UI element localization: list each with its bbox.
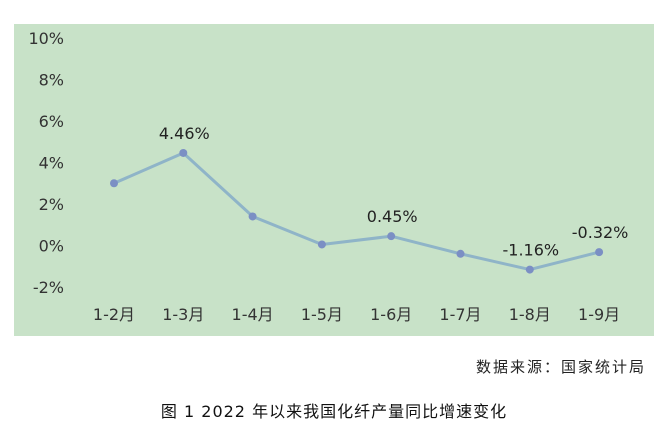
chart-background (14, 24, 654, 336)
data-point (456, 249, 465, 258)
y-tick-label: 8% (39, 71, 64, 90)
data-label: 0.45% (367, 207, 418, 226)
data-point (525, 265, 534, 274)
y-tick-label: 4% (39, 154, 64, 173)
source-note: 数据来源：国家统计局 (475, 358, 646, 376)
data-labels: 4.46% 0.45% -1.16% -0.32% (159, 124, 629, 260)
line-chart: -2% 0% 2% 4% 6% 8% 10% 1-2月 1-3月 1-4月 1-5月 1-6月 1-7… (14, 24, 654, 336)
x-axis: 1-2月 1-3月 1-4月 1-5月 1-6月 1-7月 1-8月 1-9月 (93, 305, 620, 324)
y-tick-label: 0% (39, 237, 64, 256)
figure-caption: 图 1 2022 年以来我国化纤产量同比增速变化 (160, 402, 508, 421)
y-tick-label: 2% (39, 195, 64, 214)
x-tick-label: 1-5月 (301, 305, 343, 324)
x-tick-label: 1-9月 (578, 305, 620, 324)
x-tick-label: 1-2月 (93, 305, 135, 324)
data-point (387, 232, 396, 241)
x-tick-label: 1-4月 (232, 305, 274, 324)
data-point (595, 248, 604, 257)
x-tick-label: 1-7月 (439, 305, 481, 324)
data-point (248, 212, 257, 221)
series-layer (110, 148, 604, 274)
x-tick-label: 1-8月 (509, 305, 551, 324)
series-line (113, 151, 600, 272)
data-point (317, 240, 326, 249)
data-label: 4.46% (159, 124, 210, 143)
data-label: -0.32% (572, 223, 629, 242)
x-tick-label: 1-6月 (370, 305, 412, 324)
data-point (110, 179, 118, 188)
y-tick-label: 10% (28, 29, 64, 48)
data-label: -1.16% (502, 241, 559, 260)
y-axis: -2% 0% 2% 4% 6% 8% 10% (28, 29, 64, 297)
x-tick-label: 1-3月 (162, 305, 204, 324)
y-tick-label: 6% (39, 112, 64, 131)
data-point (179, 148, 188, 157)
chart-area: -2% 0% 2% 4% 6% 8% 10% 1-2月 1-3月 1-4月 1-5月 1-6月 1-7… (14, 24, 654, 336)
y-tick-label: -2% (33, 278, 64, 297)
